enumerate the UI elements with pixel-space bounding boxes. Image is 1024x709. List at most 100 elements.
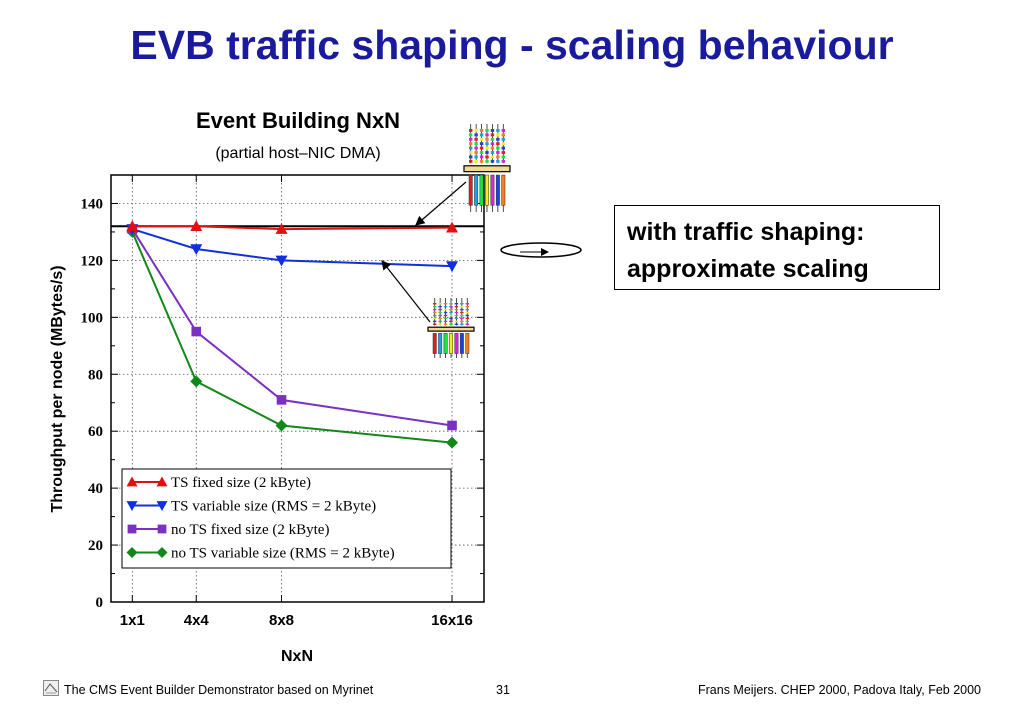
icon-cell <box>438 317 442 320</box>
icon-cell <box>460 305 464 308</box>
data-point-diamond <box>190 375 203 388</box>
icon-cell <box>433 323 437 326</box>
y-tick-label: 80 <box>88 367 103 383</box>
icon-cell <box>454 314 459 317</box>
icon-cell <box>501 142 505 146</box>
icon-cell <box>496 142 500 146</box>
icon-cell <box>479 159 484 163</box>
icon-arrow-upper <box>415 181 467 226</box>
icon-column <box>443 333 448 354</box>
chart-subtitle: (partial host–NIC DMA) <box>215 145 380 162</box>
icon-column <box>474 174 479 206</box>
icon-cell <box>449 308 453 311</box>
cycle-ring-icon <box>500 242 582 258</box>
icon-column <box>468 174 473 206</box>
y-tick-label: 140 <box>81 196 104 212</box>
footer-page-number: 31 <box>496 683 510 697</box>
icon-cell <box>469 129 473 132</box>
data-point-triangle-up <box>126 220 139 232</box>
footer-right-text: Frans Meijers. CHEP 2000, Padova Italy, … <box>698 683 982 697</box>
data-point-triangle-down <box>275 255 288 267</box>
icon-cell <box>465 320 469 323</box>
data-point-diamond <box>446 436 459 449</box>
icon-cell <box>443 308 448 311</box>
slide-title: EVB traffic shaping - scaling behaviour <box>130 22 894 68</box>
data-point-square <box>276 395 287 405</box>
icon-cell <box>460 303 464 305</box>
icon-cell <box>443 303 448 305</box>
y-tick-label: 120 <box>81 253 104 269</box>
icon-cell <box>474 142 478 146</box>
icon-column <box>438 333 443 354</box>
icon-cell <box>490 133 495 137</box>
data-point-square <box>191 326 202 337</box>
icon-cell <box>474 155 478 159</box>
icon-cell <box>460 323 464 326</box>
icon-cell <box>460 308 464 311</box>
icon-cell <box>496 129 500 132</box>
icon-cell <box>490 129 495 132</box>
icon-cell <box>479 129 484 132</box>
icon-cell <box>454 303 459 305</box>
icon-cell <box>469 137 473 141</box>
icon-bar <box>427 326 475 332</box>
icon-cell <box>465 323 469 326</box>
icon-arrow-lower <box>381 260 431 323</box>
icon-cell <box>474 159 478 163</box>
icon-cell <box>496 151 500 154</box>
y-tick-label: 60 <box>88 424 103 440</box>
x-tick-label: 16x16 <box>431 612 473 629</box>
icon-cell <box>485 155 489 159</box>
icon-cell <box>460 317 464 320</box>
icon-cell <box>465 317 469 320</box>
icon-cell <box>438 323 442 326</box>
icon-cell <box>433 308 437 311</box>
data-point-square <box>157 524 167 534</box>
legend-box <box>121 468 452 569</box>
data-point-triangle-down <box>446 261 459 273</box>
icon-cell <box>474 151 478 154</box>
icon-cell <box>443 314 448 317</box>
icon-cell <box>465 308 469 311</box>
icon-cell <box>474 137 478 141</box>
icon-cell <box>490 146 495 150</box>
icon-cell <box>433 317 437 320</box>
series-line <box>131 231 453 444</box>
icon-cell <box>454 317 459 320</box>
data-point-square <box>447 420 457 431</box>
chart-title: Event Building NxN <box>196 108 400 133</box>
icon-cell <box>496 133 500 137</box>
callout-line-1: with traffic shaping: <box>627 218 865 246</box>
icon-cell <box>465 311 469 314</box>
icon-cell <box>490 137 495 141</box>
icon-cell <box>496 159 500 163</box>
icon-cell <box>449 323 453 326</box>
icon-cell <box>490 151 495 154</box>
series-line <box>131 228 453 427</box>
icon-cell <box>460 320 464 323</box>
data-point-triangle-up <box>190 220 203 232</box>
series-line <box>132 225 453 231</box>
icon-cell <box>485 137 489 141</box>
legend-label: no TS variable size (RMS = 2 kByte) <box>171 546 395 562</box>
icon-cell <box>501 159 505 163</box>
y-tick-label: 0 <box>96 595 104 611</box>
data-point-triangle-down <box>126 501 138 511</box>
x-axis-label: NxN <box>281 648 313 665</box>
icon-cell <box>443 305 448 308</box>
icon-column <box>490 174 495 206</box>
icon-column <box>465 333 470 354</box>
icon-cell <box>465 314 469 317</box>
icon-cell <box>438 320 442 323</box>
icon-bar <box>463 165 511 173</box>
icon-cell <box>469 133 473 137</box>
icon-cell <box>433 320 437 323</box>
icon-cell <box>496 146 500 150</box>
data-point-diamond <box>126 547 138 558</box>
icon-cell <box>449 303 453 305</box>
icon-cell <box>454 311 459 314</box>
icon-cell <box>449 311 453 314</box>
footer-left-text: The CMS Event Builder Demonstrator based… <box>64 683 374 697</box>
legend-label: TS variable size (RMS = 2 kByte) <box>171 499 376 515</box>
icon-cell <box>479 155 484 159</box>
